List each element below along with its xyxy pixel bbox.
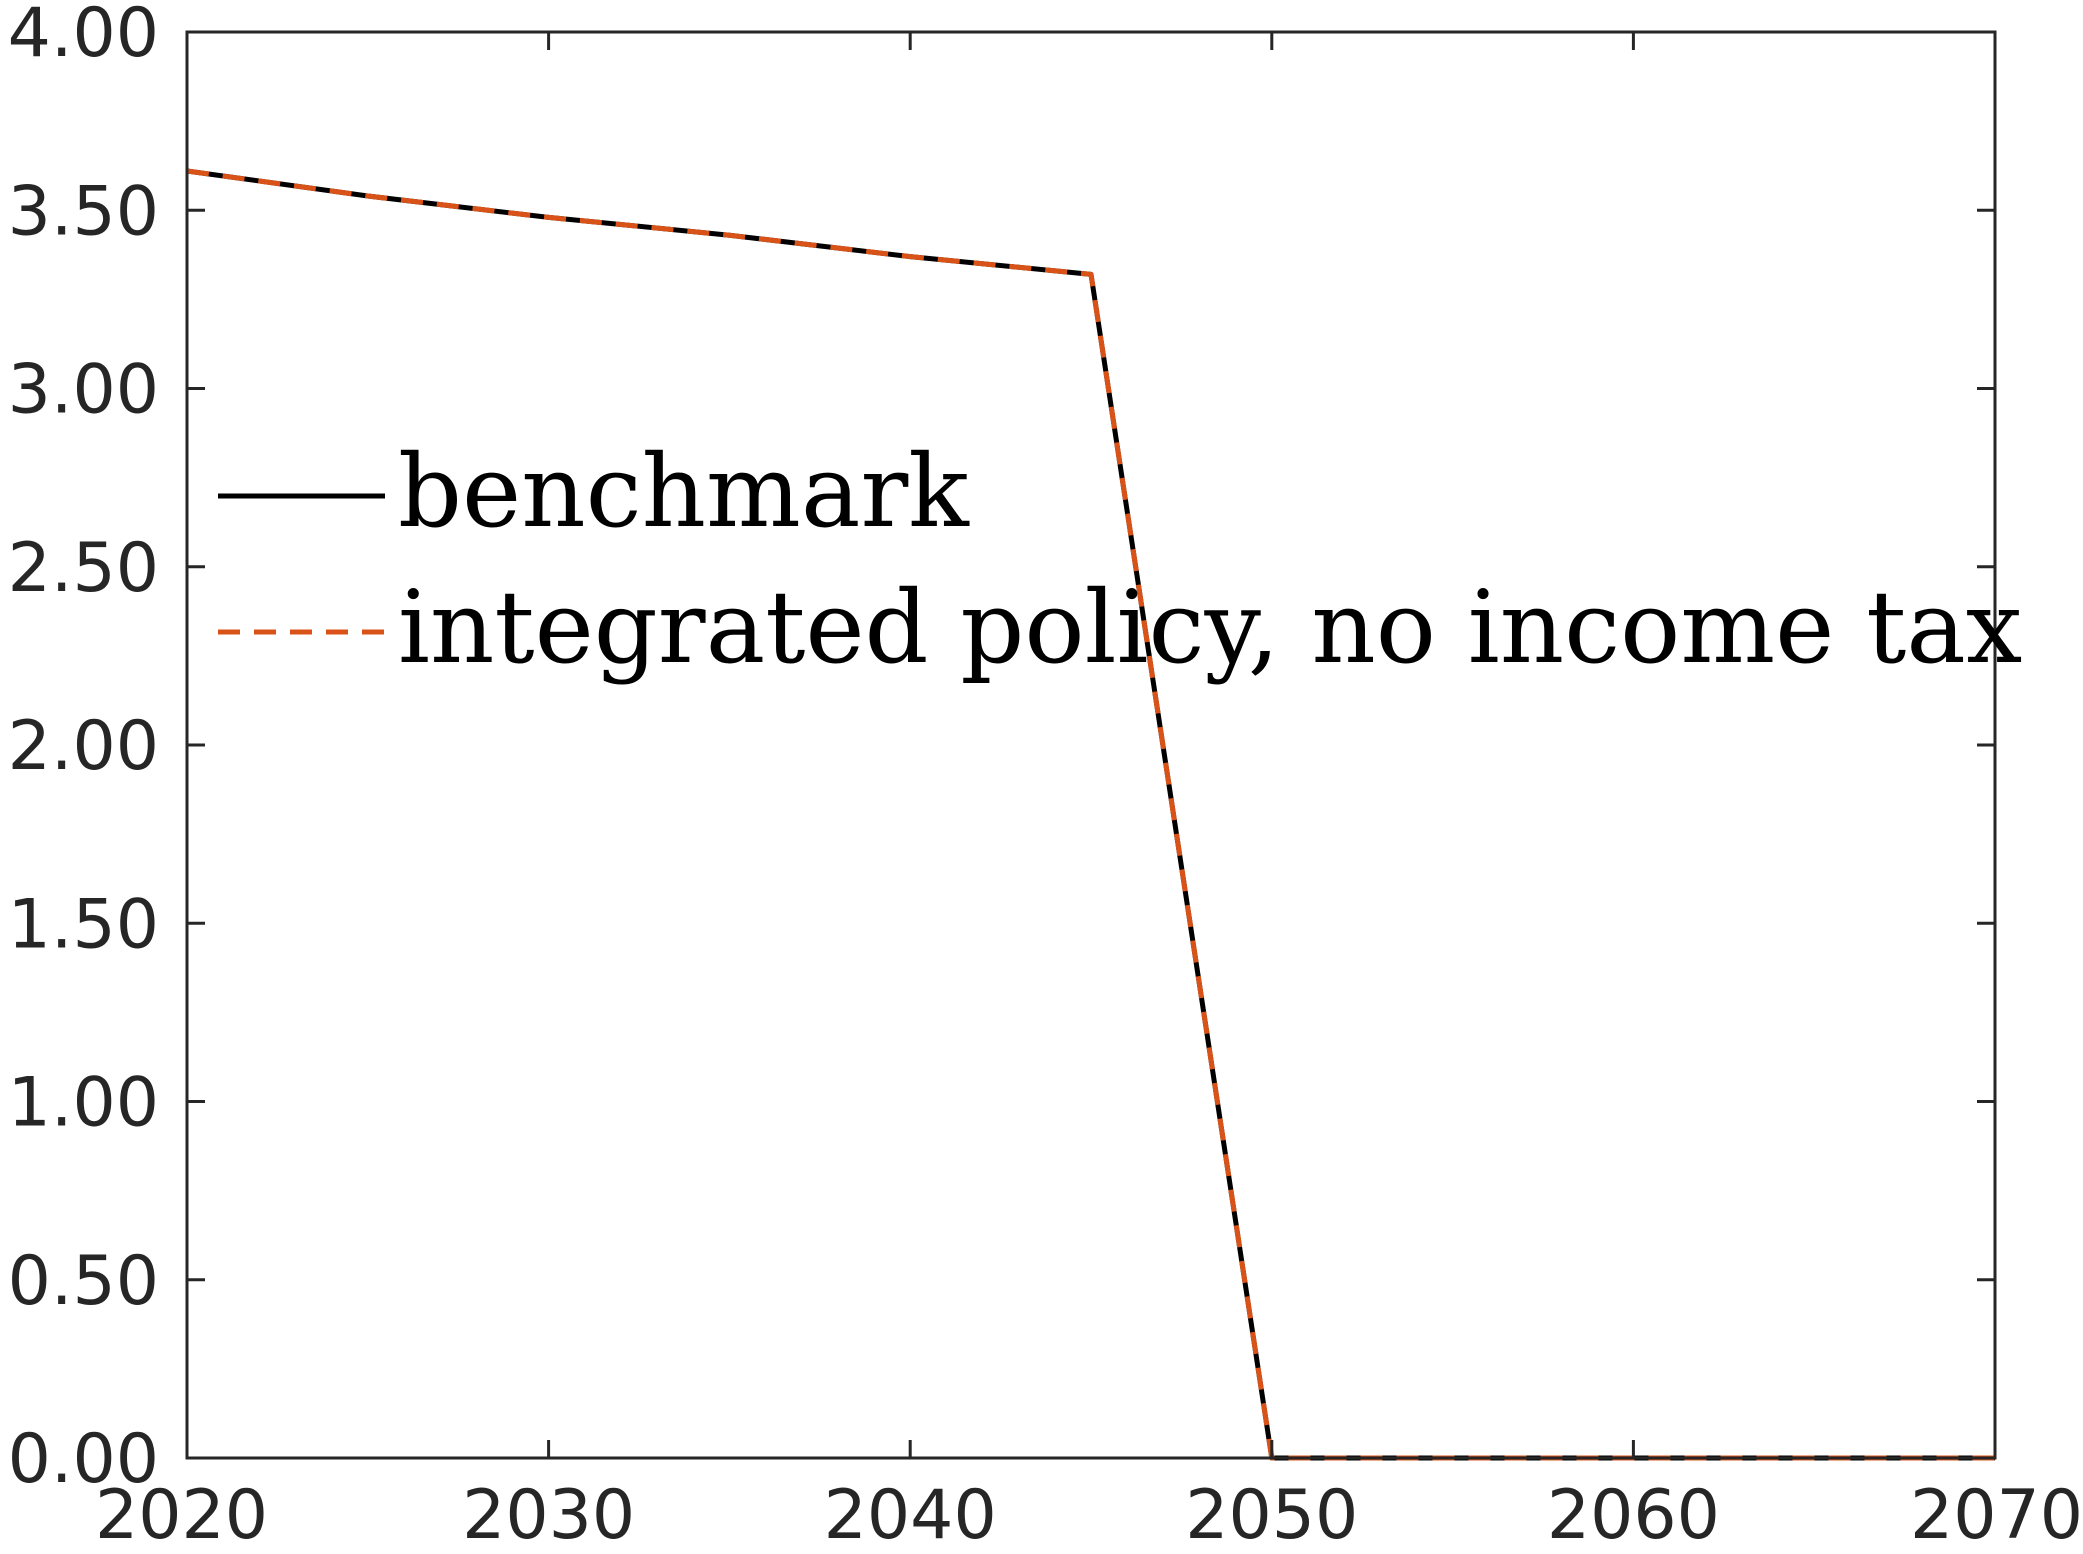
x-tick-label: 2030 (462, 1476, 635, 1554)
legend: benchmark integrated policy, no income ta… (218, 433, 2022, 686)
x-tick-label: 2020 (95, 1476, 268, 1554)
y-tick-label: 3.00 (8, 351, 159, 430)
plot-area (187, 32, 1995, 1458)
x-tick-label: 2040 (824, 1476, 997, 1554)
axis-ticks: 2020 2030 2040 2050 2060 2070 0.00 0.50 1.00 1.50… (8, 0, 2083, 1554)
x-tick-label: 2060 (1547, 1476, 1720, 1554)
y-tick-label: 0.50 (8, 1242, 159, 1321)
legend-label-benchmark: benchmark (398, 433, 970, 550)
y-tick-label: 1.00 (8, 1064, 159, 1143)
y-tick-label: 2.50 (8, 529, 159, 608)
y-tick-label: 4.00 (8, 0, 159, 73)
y-tick-label: 0.00 (8, 1420, 159, 1499)
plot-background (187, 32, 1995, 1458)
y-tick-label: 3.50 (8, 172, 159, 251)
x-tick-label: 2050 (1185, 1476, 1358, 1554)
y-tick-label: 2.00 (8, 707, 159, 786)
x-tick-label: 2070 (1910, 1476, 2083, 1554)
legend-label-integrated-policy: integrated policy, no income tax (398, 569, 2022, 686)
y-tick-label: 1.50 (8, 885, 159, 964)
